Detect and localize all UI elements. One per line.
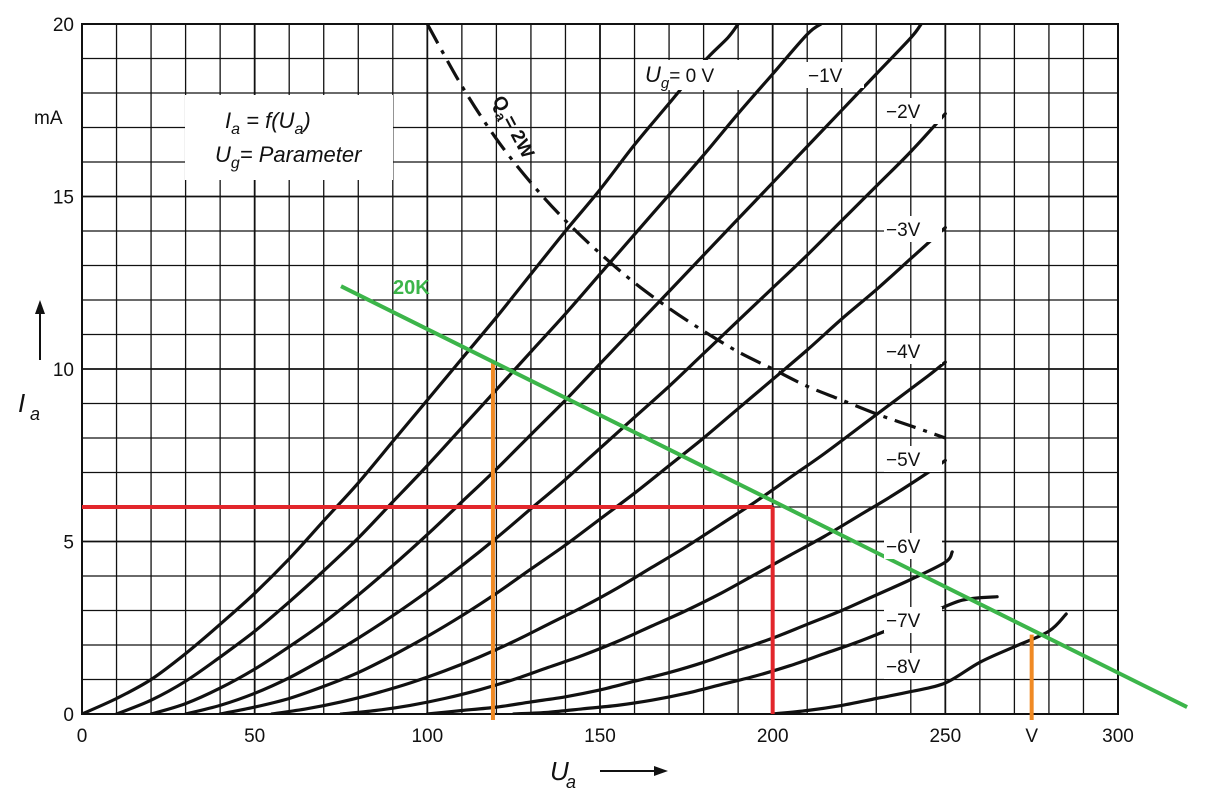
eq-line1-sub2: a — [294, 121, 303, 138]
curve-labels: Ug= 0 V −1V −2V −3V −4V −5V −6V −7V −8V — [641, 60, 942, 679]
eq-line1-main: I — [225, 108, 231, 133]
x-tick-label: 0 — [77, 726, 88, 747]
curve-label-bg — [884, 653, 942, 679]
y-tick-label: 15 — [53, 188, 74, 209]
curve-label-bg — [884, 533, 942, 559]
guide-lines — [82, 362, 1034, 720]
load-line-20k — [340, 284, 1188, 709]
curve-label-bg — [884, 216, 942, 242]
x-axis-title-main: U — [550, 756, 569, 786]
curve-ug-minus-3v — [184, 112, 947, 714]
x-tick-label: 250 — [929, 726, 961, 747]
load-line-label: 20K — [393, 277, 430, 299]
x-tick-label: 150 — [584, 726, 616, 747]
plot-frame — [81, 23, 1119, 715]
curve-label-4: −4V — [886, 342, 921, 363]
svg-text:Ug= Parameter: Ug= Parameter — [215, 142, 363, 172]
x-axis-title: U a — [550, 756, 668, 792]
curve-label-7: −7V — [886, 611, 921, 632]
curve-label-0: Ug= 0 V — [645, 62, 714, 92]
x-tick-label: 200 — [757, 726, 789, 747]
power-label-rest: = 2W — [498, 112, 538, 162]
x-tick-label: 100 — [411, 726, 443, 747]
tick-labels: 0 50 100 150 200 250 300 V 0 5 10 15 20 — [53, 15, 1134, 747]
x-axis-title-sub: a — [566, 772, 576, 792]
curve-label-8: −8V — [886, 657, 921, 678]
eq-line2-rest: = Parameter — [240, 142, 363, 167]
curve-label-3: −3V — [886, 220, 921, 241]
power-limit-line — [425, 24, 946, 440]
y-axis-title-main: I — [18, 388, 25, 418]
load-line — [340, 284, 1188, 709]
eq-line1-rest: = f(U — [240, 108, 295, 133]
curve-label-bg — [884, 607, 942, 633]
curve-ug-minus-5v — [270, 360, 947, 714]
curve-ug-minus-7v — [425, 550, 954, 714]
x-tick-label: 50 — [244, 726, 265, 747]
y-tick-label: 10 — [53, 360, 74, 381]
curve-label-1: −1V — [808, 66, 843, 87]
y-axis-title: I a — [18, 300, 45, 424]
curve-label-bg — [884, 98, 942, 124]
curve-label-6: −6V — [886, 537, 921, 558]
x-tick-label: 300 — [1102, 726, 1134, 747]
curve-label-bg — [884, 338, 942, 364]
svg-text:Ia = f(Ua): Ia = f(Ua) — [225, 108, 311, 138]
curve-label-5: −5V — [886, 450, 921, 471]
power-limit-curve — [425, 24, 946, 440]
x-unit-tick-label: V — [1025, 726, 1038, 747]
eq-line1-sub: a — [231, 121, 240, 138]
curve-ug-minus-6v — [339, 458, 947, 714]
curve-label-2: −2V — [886, 102, 921, 123]
y-tick-label: 20 — [53, 15, 74, 36]
y-unit-label: mA — [34, 108, 63, 129]
curve-label-bg — [641, 60, 745, 90]
curve-ug-minus-2v — [149, 24, 923, 714]
y-axis-title-sub: a — [30, 404, 40, 424]
curve-ug-minus-4v — [218, 226, 947, 714]
grid-voltage-curves — [82, 24, 1068, 714]
curve-ug-minus-1v — [114, 24, 823, 714]
eq-line2-main: U — [215, 142, 231, 167]
y-tick-label: 0 — [63, 705, 74, 726]
curve-ug-0v — [82, 24, 740, 714]
curve-label-bg — [806, 62, 864, 88]
eq-line2-sub: g — [231, 155, 240, 172]
y-tick-label: 5 — [63, 533, 74, 554]
eq-line1-end: ) — [300, 108, 310, 133]
curve-label-bg — [884, 446, 942, 472]
equation-box: Ia = f(Ua) Ug= Parameter — [185, 95, 393, 180]
